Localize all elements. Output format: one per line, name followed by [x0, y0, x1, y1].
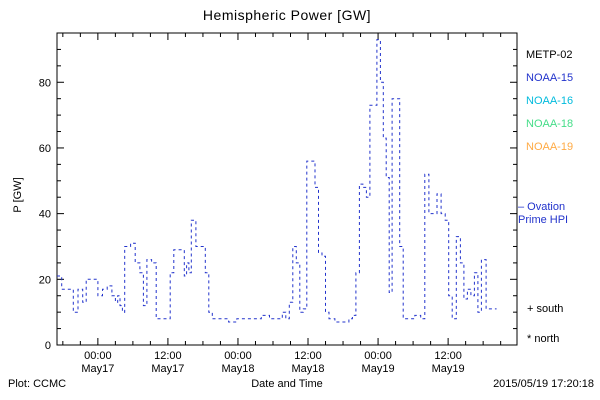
x-tick-time-label: 12:00 [154, 350, 182, 362]
x-tick-date-label: May19 [432, 363, 465, 375]
x-axis-label: Date and Time [251, 378, 323, 390]
model-label-line1: – Ovation [518, 201, 566, 213]
x-tick-time-label: 00:00 [364, 350, 392, 362]
x-tick-time-label: 12:00 [294, 350, 322, 362]
plot-frame [56, 32, 518, 346]
north-marker-label: * north [527, 333, 560, 345]
x-tick-date-label: May17 [151, 363, 184, 375]
y-tick-label: 60 [39, 143, 51, 155]
x-tick-date-label: May18 [291, 363, 324, 375]
y-tick-label: 40 [39, 209, 51, 221]
plot-credit: Plot: CCMC [8, 378, 67, 390]
x-tick-time-label: 00:00 [84, 350, 112, 362]
legend-item-noaa18: NOAA-18 [526, 118, 574, 130]
x-tick-date-label: May18 [221, 363, 254, 375]
south-marker-label: + south [527, 303, 564, 315]
legend-item-noaa15: NOAA-15 [526, 72, 574, 84]
x-tick-date-label: May19 [362, 363, 395, 375]
hpi-data-line [57, 39, 497, 323]
model-label-line2: Prime HPI [518, 214, 569, 226]
x-tick-date-label: May17 [81, 363, 114, 375]
legend-item-metp02: METP-02 [526, 49, 573, 61]
y-tick-label: 80 [39, 77, 51, 89]
y-tick-label: 0 [45, 340, 51, 352]
y-tick-label: 20 [39, 274, 51, 286]
legend: METP-02 NOAA-15 NOAA-16 NOAA-18 NOAA-19 [526, 44, 573, 159]
legend-item-noaa16: NOAA-16 [526, 95, 574, 107]
x-tick-time-label: 00:00 [224, 350, 252, 362]
model-label: – Ovation Prime HPI [518, 201, 568, 227]
plot-timestamp: 2015/05/19 17:20:18 [493, 378, 594, 390]
legend-item-noaa19: NOAA-19 [526, 141, 574, 153]
x-tick-time-label: 12:00 [434, 350, 462, 362]
chart-title: Hemispheric Power [GW] [202, 7, 372, 23]
